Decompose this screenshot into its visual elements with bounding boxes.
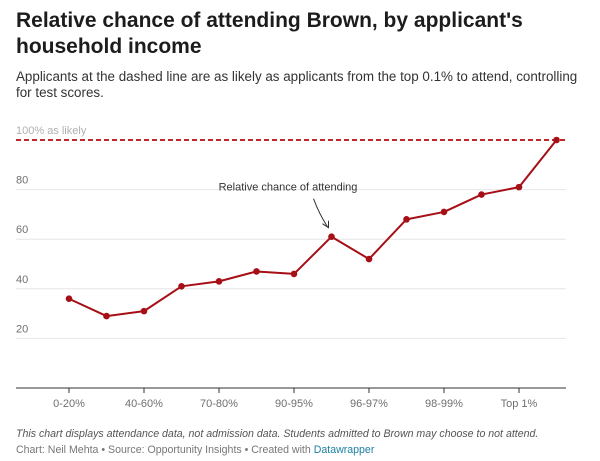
chart-notes: This chart displays attendance data, not… [16,428,539,440]
data-point [515,183,523,191]
chart-title: Relative chance of attending Brown, by a… [16,9,523,58]
x-tick-label: 70-80% [200,398,238,410]
annotation-group: Relative chance of attending [219,182,358,229]
data-points [65,136,560,320]
y-tick-label: 60 [16,224,28,236]
y-tick-label: 40 [16,274,28,286]
x-tick-label: 90-95% [275,398,313,410]
data-point [140,307,148,315]
chart-subtitle: Applicants at the dashed line are as lik… [16,69,578,100]
data-point [553,136,560,144]
data-point [478,191,485,198]
series-line-group [68,139,558,318]
y-tick-label: 20 [16,323,28,335]
y-tick-label: 80 [16,175,28,187]
data-point [365,255,373,263]
reference-line-label: 100% as likely [16,125,87,137]
gridlines: 20 40 60 80 [16,175,566,339]
line-chart: 20 40 60 80 100% as likely 0-20% 40-60% 70-80… [16,125,566,410]
x-tick-label: 98-99% [425,398,463,410]
reference-line-group: 100% as likely [16,125,566,141]
chart-source: Chart: Neil Mehta • Source: Opportunity … [16,444,374,456]
data-point [103,312,110,320]
annotation-arrowhead [322,220,329,229]
datawrapper-link[interactable]: Datawrapper [313,444,375,456]
x-axis: 0-20% 40-60% 70-80% 90-95% 96-97% 98-99% Top 1… [16,387,566,410]
data-point [440,208,448,216]
x-tick-label: 0-20% [53,398,85,410]
data-point [403,216,410,223]
series-line [68,139,558,318]
data-point [215,278,223,285]
x-tick-label: Top 1% [501,398,538,410]
source-text: Chart: Neil Mehta • Source: Opportunity … [16,444,314,456]
data-point [290,270,298,278]
x-tick-label: 40-60% [125,398,163,410]
x-tick-label: 96-97% [350,398,388,410]
data-point [65,295,73,303]
data-point [178,283,185,290]
annotation-arrow [313,198,328,227]
data-point [253,268,260,275]
annotation-text: Relative chance of attending [219,182,358,194]
data-point [328,233,335,241]
